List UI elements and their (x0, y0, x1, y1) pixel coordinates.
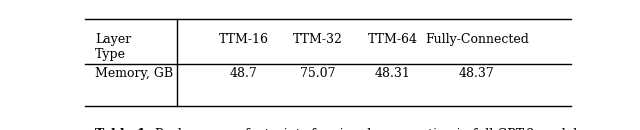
Text: 48.37: 48.37 (459, 67, 495, 80)
Text: Fully-Connected: Fully-Connected (425, 33, 529, 46)
Text: TTM-64: TTM-64 (367, 33, 417, 46)
Text: 75.07: 75.07 (300, 67, 336, 80)
Text: Memory, GB: Memory, GB (95, 67, 173, 80)
Text: Table 1.: Table 1. (95, 128, 150, 130)
Text: TTM-16: TTM-16 (219, 33, 269, 46)
Text: 48.31: 48.31 (374, 67, 410, 80)
Text: Layer
Type: Layer Type (95, 33, 131, 61)
Text: TTM-32: TTM-32 (293, 33, 343, 46)
Text: 48.7: 48.7 (230, 67, 257, 80)
Text: Peak memory footprints for signal propagation in full GPT-2 model: Peak memory footprints for signal propag… (147, 128, 577, 130)
